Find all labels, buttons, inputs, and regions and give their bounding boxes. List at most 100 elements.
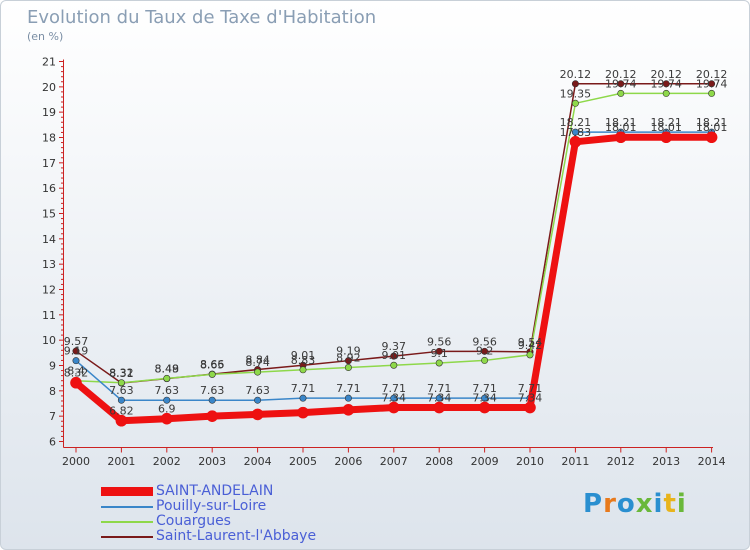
data-label: 19.74 (650, 77, 682, 90)
x-tick-label: 2003 (198, 455, 226, 468)
data-label: 18.21 (650, 116, 682, 129)
legend-swatch (101, 487, 153, 496)
data-point (569, 136, 582, 148)
data-label: 7.63 (155, 384, 180, 397)
x-tick-label: 2014 (698, 455, 726, 468)
data-point (708, 80, 716, 88)
data-label: 20.12 (696, 68, 728, 81)
chart-title: Evolution du Taux de Taxe d'Habitation (27, 7, 377, 28)
y-tick-label: 16 (42, 182, 56, 195)
data-point (115, 414, 128, 427)
data-point (163, 374, 171, 382)
x-tick-label: 2010 (516, 455, 544, 468)
data-point (344, 364, 352, 372)
data-label: 9.54 (518, 336, 543, 349)
data-point (524, 401, 536, 414)
data-label: 7.34 (472, 392, 497, 405)
y-tick-label: 12 (42, 284, 56, 297)
data-point (571, 80, 579, 88)
data-label: 8.48 (155, 363, 180, 376)
data-label: 8.84 (245, 354, 270, 367)
data-point (344, 357, 352, 365)
data-label: 9.37 (382, 340, 407, 353)
data-point (117, 396, 125, 404)
data-label: 18.01 (650, 121, 682, 134)
data-label: 7.71 (382, 382, 407, 395)
data-point (72, 357, 80, 365)
data-point (117, 379, 125, 387)
data-label: 8.66 (200, 358, 225, 371)
legend-label: Couargues (156, 513, 231, 529)
data-label: 9.2 (476, 344, 494, 357)
data-point (662, 80, 670, 88)
data-point (206, 410, 218, 422)
y-tick-label: 7 (49, 410, 56, 423)
data-label: 9.56 (472, 335, 497, 348)
data-label: 8.32 (64, 367, 89, 380)
data-label: 19.74 (605, 77, 637, 90)
data-label: 8.32 (109, 367, 134, 380)
data-label: 9.01 (382, 349, 407, 362)
x-tick-label: 2000 (62, 455, 90, 468)
x-tick-label: 2005 (289, 455, 317, 468)
data-label: 7.71 (336, 382, 361, 395)
y-tick-label: 13 (42, 258, 56, 271)
legend-swatch (101, 520, 153, 523)
data-label: 9.19 (64, 345, 89, 358)
legend-label: Pouilly-sur-Loire (156, 498, 267, 514)
legend: SAINT-ANDELAIN Pouilly-sur-Loire Couargues… (101, 484, 316, 544)
data-point (390, 394, 398, 402)
data-label: 8.65 (200, 358, 225, 371)
data-point (390, 352, 398, 360)
data-point (433, 401, 446, 414)
data-point (299, 394, 307, 402)
data-label: 20.12 (650, 68, 682, 81)
data-label: 7.63 (245, 384, 270, 397)
data-point (435, 359, 443, 367)
data-label: 9.1 (430, 347, 448, 360)
x-tick-label: 2006 (334, 455, 362, 468)
data-label: 7.71 (472, 382, 497, 395)
data-label: 18.01 (696, 121, 728, 134)
legend-item: Couargues (101, 514, 316, 529)
data-label: 8.49 (155, 362, 180, 375)
data-point (72, 347, 80, 355)
x-tick-label: 2009 (471, 455, 499, 468)
data-label: 20.12 (560, 68, 592, 81)
data-point (526, 351, 534, 359)
data-point (70, 376, 82, 389)
y-tick-label: 8 (49, 385, 56, 398)
y-tick-label: 6 (49, 436, 56, 449)
data-label: 9.19 (336, 345, 361, 358)
data-point (614, 131, 627, 144)
legend-label: SAINT-ANDELAIN (156, 483, 274, 499)
data-point (481, 394, 489, 402)
series-0 (70, 131, 718, 427)
data-point (161, 412, 173, 425)
y-tick-label: 15 (42, 208, 56, 221)
y-tick-label: 10 (42, 334, 56, 347)
data-label: 7.63 (109, 384, 134, 397)
data-label: 9.56 (427, 335, 452, 348)
y-tick-label: 18 (42, 132, 56, 145)
legend-swatch (101, 535, 153, 538)
data-point (481, 356, 489, 364)
axes: 6 7 8 9 10 11 12 13 14 15 16 17 18 19 20 21 2000 2001 2002… (42, 56, 726, 469)
x-tick-label: 2013 (652, 455, 680, 468)
data-label: 7.71 (518, 382, 543, 395)
x-tick-label: 2007 (380, 455, 408, 468)
data-point (571, 99, 579, 107)
data-point (617, 80, 625, 88)
data-point (163, 396, 171, 404)
data-point (435, 347, 443, 355)
series-layer (70, 80, 718, 427)
data-label: 9.42 (518, 339, 543, 352)
data-label: 7.34 (427, 392, 452, 405)
data-label: 19.74 (696, 77, 728, 90)
data-point (208, 396, 216, 404)
series-2 (72, 89, 716, 387)
data-point (254, 396, 262, 404)
data-label: 7.34 (518, 392, 543, 405)
data-point (390, 361, 398, 369)
